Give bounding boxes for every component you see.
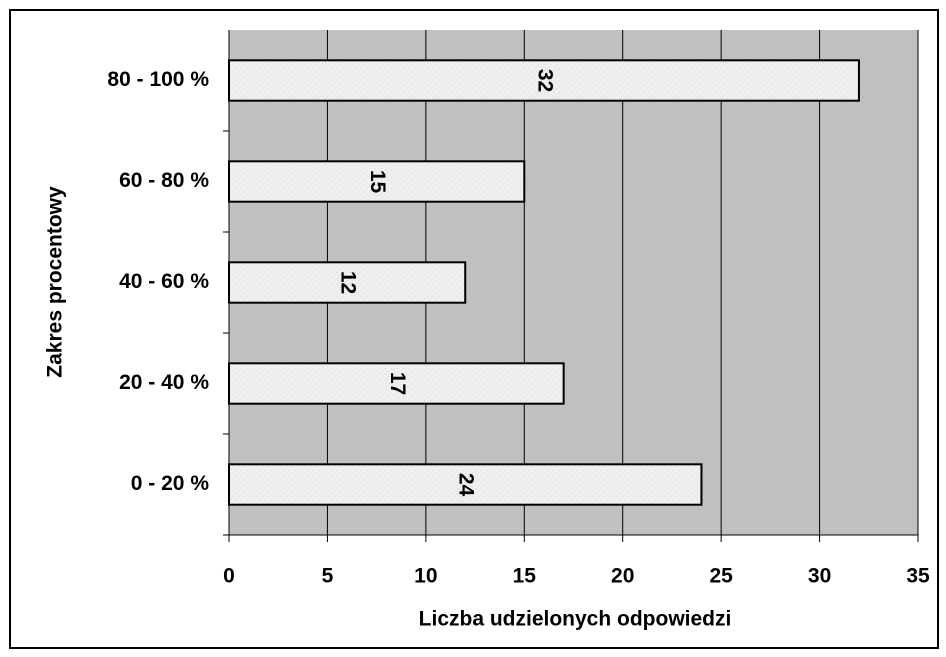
data-label: 24: [455, 473, 478, 497]
x-tick-label: 5: [322, 565, 334, 588]
bar: [228, 261, 467, 304]
x-tick-label: 10: [414, 565, 437, 588]
y-tick-label: 0 - 20 %: [131, 472, 210, 495]
bar: [228, 362, 565, 405]
x-tick-label: 20: [611, 565, 634, 588]
data-label: 15: [366, 170, 389, 194]
data-label: 17: [386, 372, 409, 395]
x-tick-label: 0: [223, 565, 235, 588]
y-axis-title: Zakres procentowy: [44, 186, 67, 378]
data-label: 12: [337, 271, 360, 294]
y-tick-label: 60 - 80 %: [119, 169, 209, 192]
y-tick-label: 20 - 40 %: [119, 371, 209, 394]
x-tick-label: 15: [513, 565, 537, 588]
x-tick-label: 30: [808, 565, 831, 588]
data-label: 32: [533, 69, 556, 92]
x-axis-title: Liczba udzielonych odpowiedzi: [419, 608, 732, 631]
bar: [228, 59, 860, 102]
x-tick-label: 25: [709, 565, 733, 588]
y-tick-label: 80 - 100 %: [107, 68, 209, 91]
bar: [228, 463, 703, 506]
y-tick-label: 40 - 60 %: [119, 270, 209, 293]
bar: [228, 160, 526, 203]
x-tick-label: 35: [906, 565, 930, 588]
